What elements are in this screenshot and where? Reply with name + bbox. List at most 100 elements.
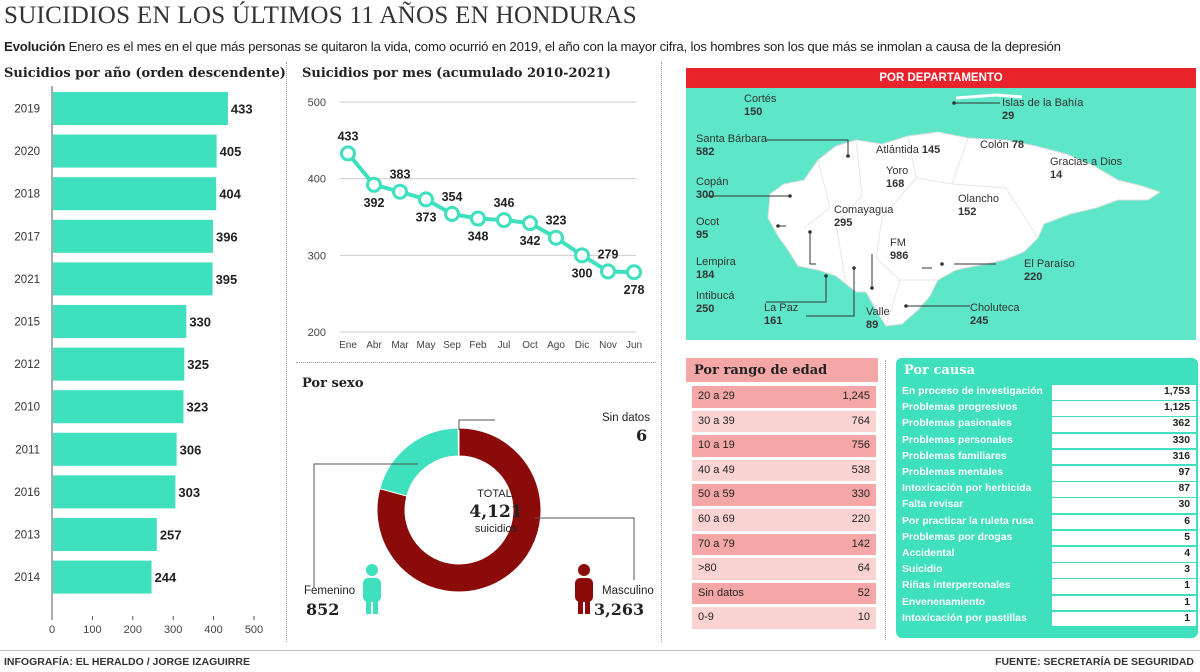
donut-slice-masculino — [376, 427, 542, 593]
year-value-label: 323 — [186, 400, 208, 415]
footer-source: FUENTE: SECRETARÍA DE SEGURIDAD — [995, 656, 1194, 668]
month-tick-label: Ene — [339, 340, 357, 351]
cause-table-row: Envenenamiento 1 — [900, 595, 1196, 612]
month-tick-label: Jun — [626, 340, 642, 351]
year-bar — [53, 432, 177, 466]
cause-row-label: Suicidio — [902, 564, 943, 576]
map-leader-lines — [706, 102, 1000, 317]
cause-row-label: Envenenamiento — [902, 596, 986, 608]
month-point — [444, 205, 460, 222]
cause-table-title: Por causa — [904, 363, 976, 378]
year-bar — [53, 518, 157, 551]
month-tick-label: Dic — [575, 340, 589, 351]
map-label-colon: Colón 78 — [980, 139, 1025, 151]
year-bar — [53, 219, 213, 253]
year-bar — [53, 390, 184, 424]
month-value-label: 383 — [390, 168, 411, 182]
cause-value-box: 330 — [1052, 433, 1196, 449]
year-value-label: 405 — [220, 144, 242, 159]
cause-table-row: Intoxicación por pastillas 1 — [900, 611, 1196, 628]
cause-row-label: Riñas interpersonales — [902, 580, 1011, 592]
year-bars: 2019 433 2020 405 2018 404 2017 396 2021 395 2015 3… — [14, 86, 263, 636]
year-tick-label: 2018 — [14, 189, 40, 201]
month-point — [340, 145, 356, 162]
year-chart-title: Suicidios por año (orden descendente) — [4, 66, 286, 81]
age-row-value: 764 — [851, 414, 870, 427]
month-tick-label: Mar — [391, 340, 409, 351]
year-bar — [53, 262, 213, 296]
cause-value-box: 6 — [1052, 514, 1196, 530]
cause-table-row: Falta revisar 30 — [900, 497, 1196, 514]
footer-rule — [0, 650, 1200, 651]
year-tick-label: 2017 — [14, 231, 40, 243]
month-value-label: 373 — [416, 210, 437, 224]
age-row-value: 1,245 — [842, 390, 870, 402]
month-point — [418, 191, 434, 208]
month-value-label: 346 — [494, 196, 515, 210]
age-table-row: 50 a 59 330 — [692, 484, 876, 506]
cause-table-row: Problemas familiares 316 — [900, 449, 1196, 466]
month-tick-label: Sep — [443, 340, 461, 351]
divider — [661, 62, 662, 642]
year-bar — [53, 92, 228, 125]
month-plot: 200 300 400 500 433 Ene 392 Abr 383 Mar 373 May 354 S… — [308, 97, 645, 351]
age-row-label: 60 a 69 — [698, 513, 735, 525]
age-row-label: 40 a 49 — [698, 463, 735, 476]
x-tick-label: 100 — [83, 624, 101, 636]
donut-total-unit: suicidios — [474, 523, 518, 535]
age-table-row: 70 a 79 142 — [692, 533, 876, 556]
month-tick-label: Feb — [469, 340, 487, 351]
age-row-label: Sin datos — [698, 586, 744, 599]
cause-value-box: 1,125 — [1052, 401, 1196, 416]
month-value-label: 323 — [546, 214, 567, 228]
donut-total-label: TOTAL: — [477, 488, 515, 500]
masculino-leader — [535, 517, 635, 580]
year-tick-label: 2015 — [14, 317, 40, 329]
sindatos-leader — [458, 419, 495, 430]
femenino-leader — [313, 463, 418, 588]
month-point — [574, 247, 590, 264]
age-row-label: 10 a 19 — [698, 439, 735, 452]
map-label-atlantida: Atlántida 145 — [876, 144, 941, 156]
cause-value-box: 97 — [1052, 466, 1196, 481]
femenino-value: 852 — [306, 600, 340, 619]
year-tick-label: 2016 — [14, 487, 40, 499]
cause-table-row: Problemas por drogas 5 — [900, 530, 1196, 547]
cause-row-label: Problemas mentales — [902, 467, 1004, 478]
month-value-label: 433 — [338, 129, 359, 143]
cause-row-label: En proceso de investigación — [902, 386, 1043, 397]
year-bar — [53, 475, 176, 509]
cause-value-box: 30 — [1052, 498, 1196, 513]
cause-row-value: 1,125 — [1163, 402, 1190, 414]
cause-value-box: 1 — [1052, 611, 1196, 627]
masculino-value: 3,263 — [594, 600, 645, 619]
cause-row-value: 3 — [1184, 564, 1190, 576]
age-table-row: 60 a 69 220 — [692, 509, 876, 531]
cause-value-box: 316 — [1052, 449, 1196, 465]
female-person-icon — [363, 564, 381, 614]
year-tick-label: 2019 — [14, 104, 40, 116]
map-label-intibuca: Intibucá 250 — [696, 290, 735, 315]
year-value-label: 433 — [231, 102, 253, 117]
cause-row-value: 362 — [1172, 418, 1190, 430]
map-label-copan: Copán 300 — [696, 176, 729, 201]
sindatos-value: 6 — [636, 426, 648, 445]
year-tick-label: 2012 — [14, 359, 40, 371]
map-header: POR DEPARTAMENTO — [686, 68, 1196, 88]
year-tick-label: 2011 — [15, 444, 40, 456]
cause-row-value: 1,753 — [1163, 386, 1190, 397]
month-point — [496, 212, 512, 229]
age-table-row: 20 a 29 1,245 — [692, 386, 876, 408]
year-bar — [53, 560, 152, 594]
divider — [885, 360, 886, 640]
age-row-value: 64 — [857, 562, 870, 575]
month-tick-label: May — [417, 340, 436, 351]
map-label-santa-barbara: Santa Bárbara 582 — [696, 133, 767, 158]
age-row-value: 538 — [851, 463, 870, 476]
cause-row-value: 30 — [1178, 499, 1190, 511]
map-label-islas: Islas de la Bahía 29 — [1002, 97, 1084, 122]
month-point — [366, 176, 382, 193]
divider — [296, 362, 656, 363]
map-label-lempira: Lempira 184 — [696, 256, 736, 281]
cause-value-box: 4 — [1052, 547, 1196, 562]
